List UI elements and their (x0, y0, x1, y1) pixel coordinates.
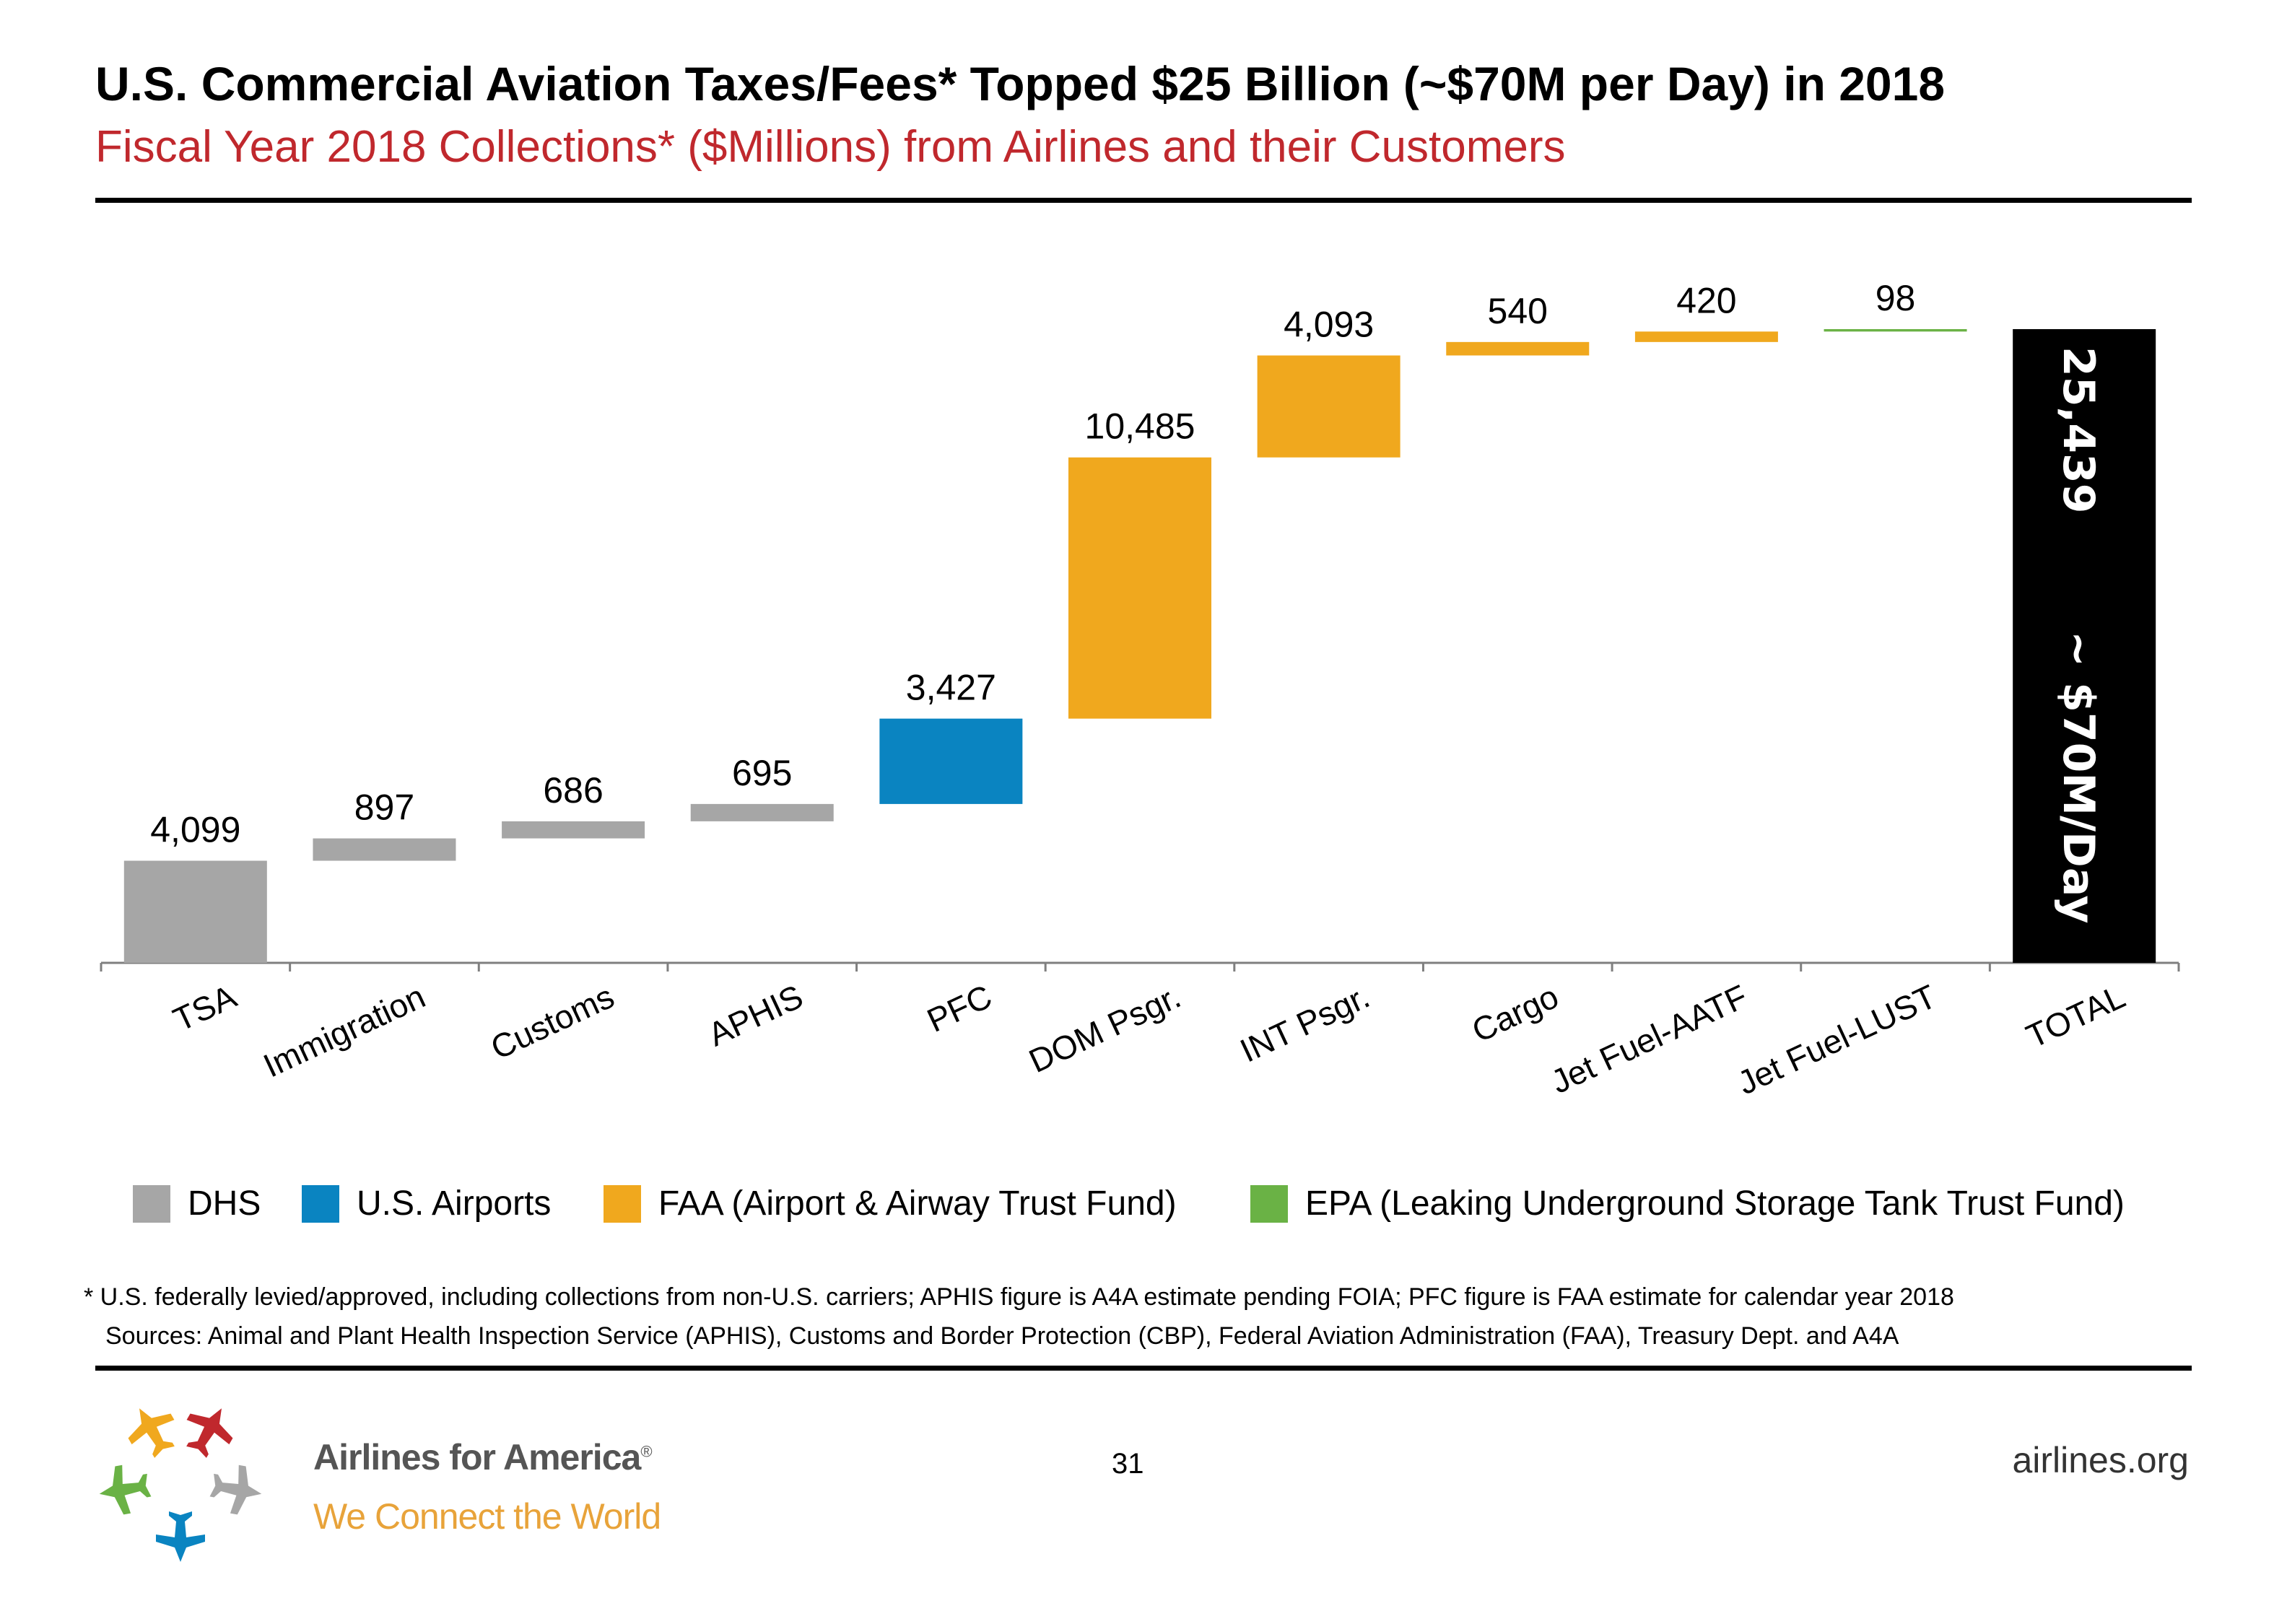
legend-item-epa: EPA (Leaking Underground Storage Tank Tr… (1250, 1184, 2125, 1223)
bar-total (2013, 329, 2156, 963)
data-label: 686 (543, 770, 603, 811)
bar-cargo (1446, 341, 1590, 356)
bar-customs (502, 821, 645, 839)
bar-aphis (690, 803, 834, 821)
legend-label-epa: EPA (Leaking Underground Storage Tank Tr… (1305, 1184, 2125, 1223)
data-label: 98 (1876, 278, 1916, 318)
legend-item-dhs: DHS (133, 1184, 261, 1223)
x-tick-label: Cargo (1466, 977, 1564, 1049)
legend-item-airports: U.S. Airports (302, 1184, 551, 1223)
legend-item-faa: FAA (Airport & Airway Trust Fund) (604, 1184, 1177, 1223)
legend-swatch-airports (302, 1184, 339, 1223)
registered-mark: ® (640, 1442, 652, 1461)
chart-legend: DHS U.S. Airports FAA (Airport & Airway … (0, 1184, 2274, 1241)
footer-divider (95, 1366, 2192, 1371)
website-link[interactable]: airlines.org (2012, 1440, 2189, 1480)
x-tick-label: Jet Fuel-LUST (1732, 977, 1942, 1101)
legend-label-dhs: DHS (188, 1184, 261, 1223)
data-label: 897 (354, 787, 414, 828)
legend-swatch-dhs (133, 1184, 170, 1223)
data-label: 420 (1676, 280, 1736, 320)
airlines-for-america-logo-icon (99, 1408, 262, 1562)
x-tick-label: Jet Fuel-AATF (1546, 977, 1754, 1101)
brand-name: Airlines for America® (313, 1436, 653, 1478)
data-label: 695 (732, 753, 792, 793)
waterfall-chart: 4,099 TSA 897 Immigration 686 Customs 695 APHIS… (100, 278, 2180, 1101)
legend-swatch-faa (604, 1184, 641, 1223)
x-tick-label: DOM Psgr. (1023, 977, 1186, 1080)
page-number: 31 (1112, 1448, 1144, 1480)
brand-tagline: We Connect the World (313, 1496, 661, 1537)
bar-int-psgr (1257, 355, 1400, 458)
total-per-day-annotation: ~ $70M/Day (2053, 631, 2104, 924)
x-tick-label: TOTAL (2021, 977, 2130, 1055)
x-tick-label: Immigration (258, 977, 431, 1085)
bar-tsa (123, 860, 267, 963)
x-tick-label: INT Psgr. (1234, 977, 1375, 1070)
bar-immigration (313, 838, 456, 861)
data-label: 3,427 (906, 668, 996, 708)
x-tick-label: PFC (921, 977, 997, 1039)
bar-jet-fuel-aatf (1634, 331, 1778, 342)
footnote-sources: Sources: Animal and Plant Health Inspect… (105, 1322, 1899, 1350)
data-label: 540 (1488, 291, 1548, 331)
brand-name-text: Airlines for America (313, 1437, 641, 1477)
legend-label-faa: FAA (Airport & Airway Trust Fund) (658, 1184, 1177, 1223)
x-tick-label: Customs (485, 977, 619, 1067)
data-label: 4,093 (1284, 304, 1374, 344)
chart-title: U.S. Commercial Aviation Taxes/Fees* Top… (95, 57, 1946, 110)
x-tick-label: APHIS (702, 977, 809, 1053)
x-tick-label: TSA (167, 977, 242, 1039)
chart-subtitle: Fiscal Year 2018 Collections* ($Millions… (95, 122, 1566, 172)
data-label: 10,485 (1085, 406, 1195, 447)
header-divider (95, 198, 2192, 203)
footnote-definition: * U.S. federally levied/approved, includ… (84, 1283, 1954, 1311)
bar-pfc (879, 718, 1023, 804)
total-value-label: 25,439 (2053, 346, 2104, 514)
legend-swatch-epa (1250, 1184, 1288, 1223)
data-label: 4,099 (150, 810, 240, 850)
legend-label-airports: U.S. Airports (357, 1184, 552, 1223)
bar-jet-fuel-lust (1824, 328, 1967, 332)
bar-dom-psgr (1068, 457, 1211, 719)
